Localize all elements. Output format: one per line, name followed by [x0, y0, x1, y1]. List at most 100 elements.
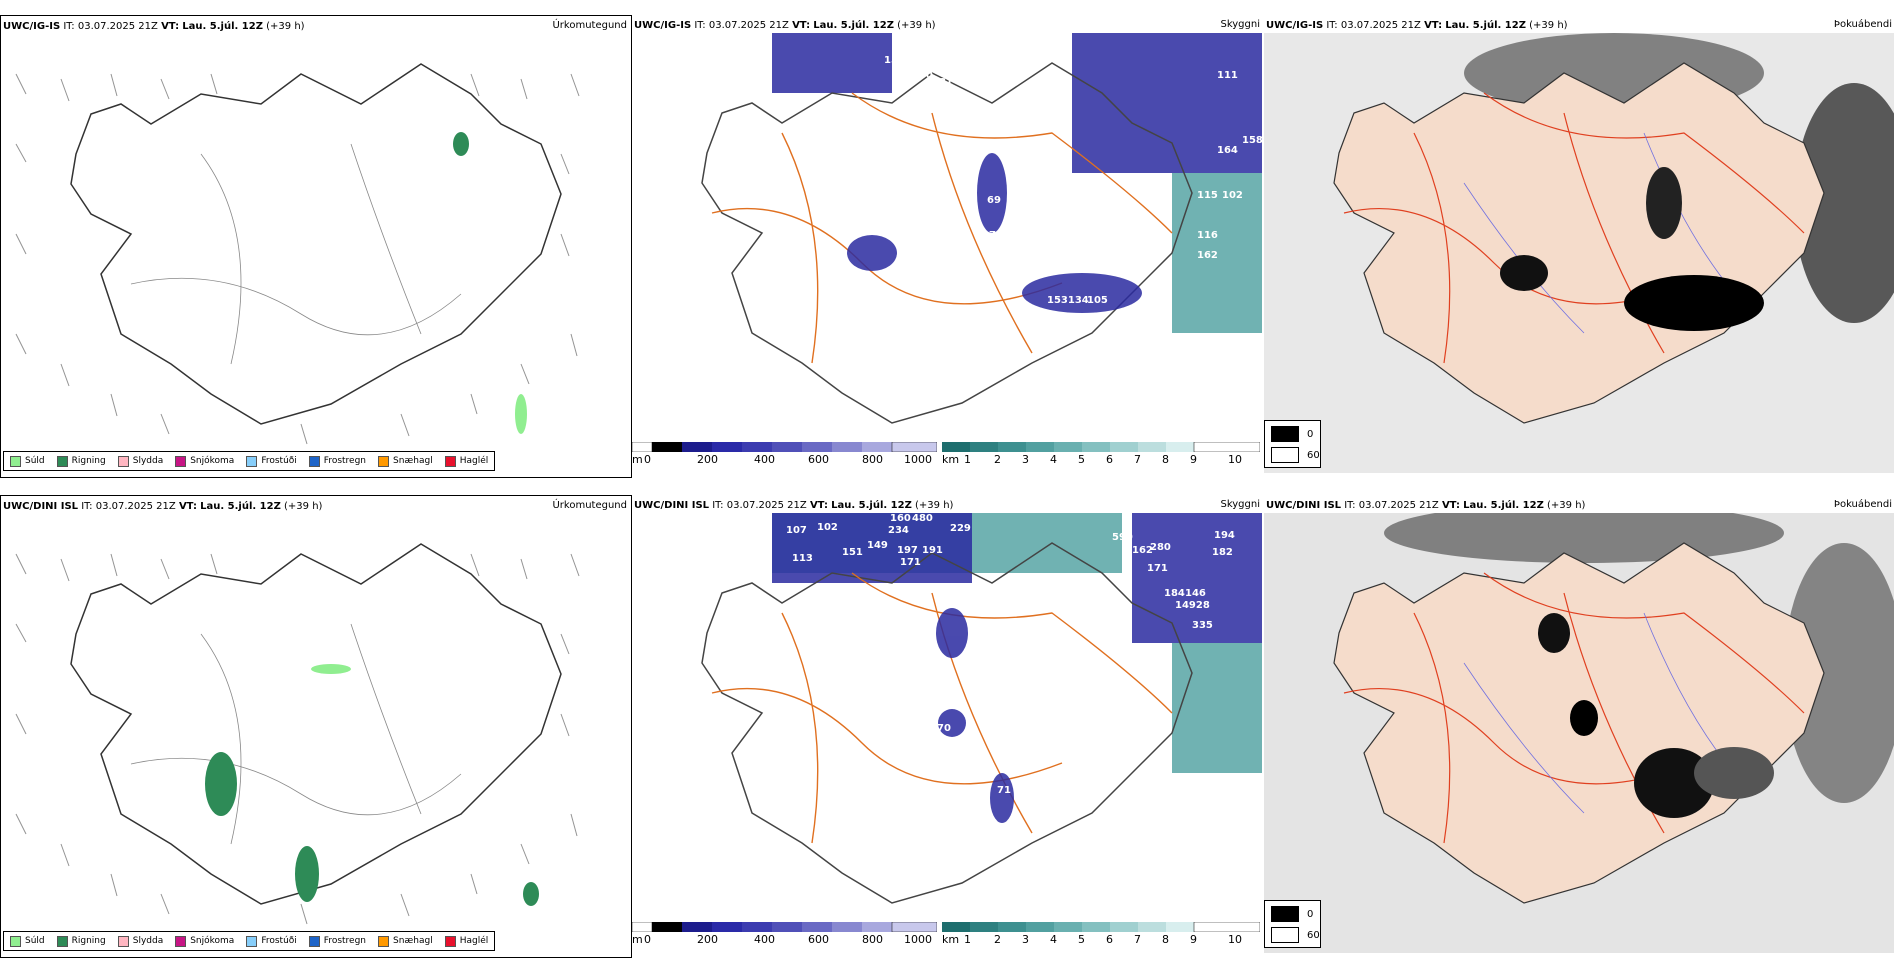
svg-text:115: 115 — [1197, 190, 1218, 201]
svg-text:171: 171 — [900, 557, 921, 568]
panel-label: Skyggni — [1220, 499, 1260, 510]
legend-swatch — [56, 935, 68, 947]
visibility-colorbar: km 1 2 3 4 5 6 7 8 9 10 — [942, 922, 1260, 946]
iceland-map-fog — [1264, 513, 1894, 953]
svg-text:107: 107 — [786, 525, 807, 536]
ceiling-colorbar: m 0 200 400 600 800 1000 — [632, 442, 937, 466]
roads — [1343, 572, 1805, 844]
legend-item-sudl: Súld — [10, 455, 45, 467]
iceland-coastline — [701, 62, 1193, 424]
iceland-coastline — [1333, 62, 1825, 424]
wind-barbs — [15, 73, 580, 445]
legend-item-snjokoma: Snjókoma — [175, 455, 234, 467]
svg-text:102: 102 — [817, 522, 838, 533]
iceland-coastline — [70, 63, 562, 425]
legend-item-snjokoma: Snjókoma — [175, 935, 234, 947]
ceiling-unit: m — [632, 933, 643, 946]
svg-text:191: 191 — [922, 545, 943, 556]
precip-type-legend: Súld Rigning Slydda Snjókoma Frostúði Fr… — [3, 451, 496, 471]
svg-text:111: 111 — [1217, 70, 1238, 81]
iceland-coastline — [70, 543, 562, 905]
precip-type-panel-bottom: UWC/DINI ISL IT: 03.07.2025 21Z VT: Lau.… — [0, 495, 632, 958]
legend-item-frostudi: Frostúði — [246, 935, 297, 947]
svg-text:71: 71 — [997, 785, 1011, 796]
legend-item-slydda: Slydda — [117, 455, 163, 467]
ceiling-unit: m — [632, 453, 643, 466]
visibility-colorbar-swatches — [942, 922, 1260, 932]
fog-legend-item: 60 — [1271, 447, 1320, 463]
legend-item-haglel: Haglél — [444, 455, 488, 467]
svg-text:280: 280 — [1150, 542, 1171, 553]
svg-text:113: 113 — [792, 553, 813, 564]
fog-legend-item: 60 — [1271, 927, 1320, 943]
roads-rivers — [130, 623, 462, 845]
fog-indicator-panel-top: UWC/IG-IS IT: 03.07.2025 21Z VT: Lau. 5.… — [1264, 15, 1896, 478]
visibility-colorbar-swatches — [942, 442, 1260, 452]
svg-text:164: 164 — [1217, 145, 1238, 156]
precip-type-panel-top: UWC/IG-IS IT: 03.07.2025 21Z VT: Lau. 5.… — [0, 15, 632, 478]
fog-legend-swatch — [1271, 927, 1299, 943]
legend-swatch — [117, 935, 129, 947]
svg-text:162: 162 — [1197, 250, 1218, 261]
svg-text:171: 171 — [1147, 563, 1168, 574]
iceland-map-precip — [15, 63, 580, 445]
legend-swatch — [308, 455, 320, 467]
panel-title: UWC/DINI ISL IT: 03.07.2025 21Z VT: Lau.… — [1266, 500, 1586, 511]
legend-swatch — [308, 935, 320, 947]
legend-swatch — [10, 935, 21, 947]
fog-legend-swatch — [1271, 426, 1299, 442]
svg-text:234: 234 — [888, 525, 909, 536]
panel-label: Þokuábendi — [1833, 499, 1892, 510]
svg-text:105: 105 — [1087, 295, 1108, 306]
svg-text:102: 102 — [1222, 190, 1243, 201]
panel-title: UWC/IG-IS IT: 03.07.2025 21Z VT: Lau. 5.… — [634, 20, 936, 31]
legend-item-slydda: Slydda — [117, 935, 163, 947]
fog-legend: 0 60 — [1264, 420, 1321, 468]
panel-title: UWC/DINI ISL IT: 03.07.2025 21Z VT: Lau.… — [3, 501, 323, 512]
svg-text:146: 146 — [1185, 588, 1206, 599]
legend-item-sudl: Súld — [10, 935, 45, 947]
svg-text:153134: 153134 — [1047, 295, 1089, 306]
ceiling-labels-bottom: 107 102 160 480 234 229 113 151 149 197 … — [786, 513, 1235, 796]
panel-title: UWC/DINI ISL IT: 03.07.2025 21Z VT: Lau.… — [634, 500, 954, 511]
svg-text:590: 590 — [1112, 532, 1133, 543]
legend-swatch — [246, 935, 258, 947]
precip-type-legend: Súld Rigning Slydda Snjókoma Frostúði Fr… — [3, 931, 496, 951]
ceiling-colorbar-swatches — [632, 442, 937, 452]
svg-text:155: 155 — [884, 55, 905, 66]
svg-text:335: 335 — [1192, 620, 1213, 631]
fog-legend-swatch — [1271, 447, 1299, 463]
svg-text:181: 181 — [932, 77, 953, 88]
svg-text:182: 182 — [1212, 547, 1233, 558]
panel-title: UWC/IG-IS IT: 03.07.2025 21Z VT: Lau. 5.… — [3, 21, 305, 32]
panel-label: Skyggni — [1220, 19, 1260, 30]
legend-item-rigning: Rigning — [56, 455, 106, 467]
svg-text:162: 162 — [1132, 545, 1153, 556]
panel-label: Úrkomutegund — [552, 500, 627, 511]
legend-item-snaehagl: Snæhagl — [378, 455, 433, 467]
svg-text:14928: 14928 — [1175, 600, 1210, 611]
legend-item-haglel: Haglél — [444, 935, 488, 947]
fog-legend-item: 0 — [1271, 426, 1313, 442]
svg-text:158: 158 — [1242, 135, 1262, 146]
svg-text:151: 151 — [842, 547, 863, 558]
legend-item-rigning: Rigning — [56, 935, 106, 947]
svg-text:53: 53 — [865, 281, 879, 292]
visibility-panel-bottom: UWC/DINI ISL IT: 03.07.2025 21Z VT: Lau.… — [632, 495, 1264, 958]
fog-indicator-panel-bottom: UWC/DINI ISL IT: 03.07.2025 21Z VT: Lau.… — [1264, 495, 1896, 958]
legend-swatch — [10, 455, 21, 467]
legend-item-frostregn: Frostregn — [308, 455, 366, 467]
visibility-panel-top: UWC/IG-IS IT: 03.07.2025 21Z VT: Lau. 5.… — [632, 15, 1264, 478]
svg-text:149: 149 — [867, 540, 888, 551]
iceland-map-visibility: 107 102 160 480 234 229 113 151 149 197 … — [701, 513, 1262, 904]
svg-text:197: 197 — [897, 545, 918, 556]
legend-swatch — [175, 455, 187, 467]
ceiling-colorbar-swatches — [632, 922, 937, 932]
fog-legend-swatch — [1271, 906, 1299, 922]
ceiling-colorbar: m 0 200 400 600 800 1000 — [632, 922, 937, 946]
legend-item-snaehagl: Snæhagl — [378, 935, 433, 947]
svg-text:97: 97 — [982, 230, 996, 241]
visibility-unit: km — [942, 453, 960, 466]
svg-text:69: 69 — [987, 195, 1001, 206]
visibility-colorbar: km 1 2 3 4 5 6 7 8 9 10 — [942, 442, 1260, 466]
